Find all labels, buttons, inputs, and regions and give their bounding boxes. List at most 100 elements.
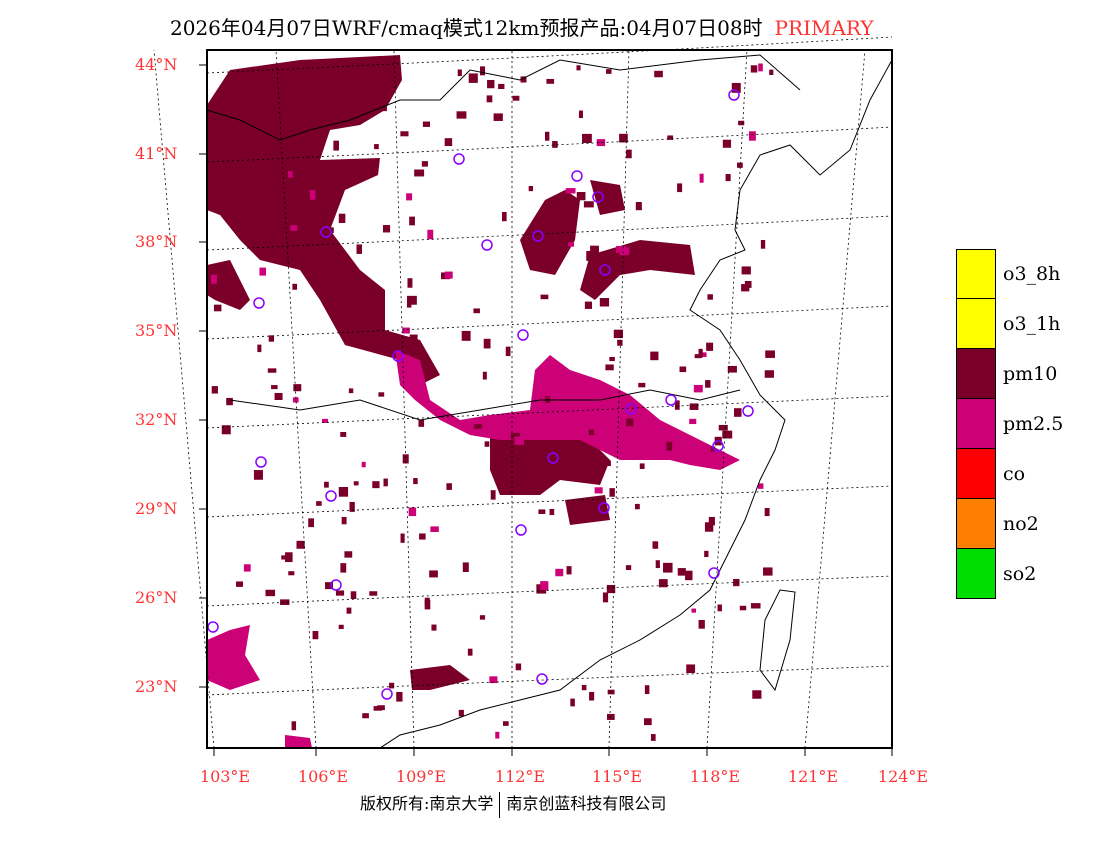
station-marker	[592, 191, 604, 203]
pollution-cell	[274, 392, 283, 400]
primary-tag: PRIMARY	[774, 16, 874, 40]
pollution-cell	[227, 211, 238, 216]
pollution-cell	[473, 424, 483, 429]
pollution-cell	[414, 169, 425, 177]
pm25-area	[395, 350, 740, 470]
legend-item-o3-8h: o3_8h	[956, 249, 1063, 299]
latitude-line	[206, 665, 893, 696]
pollution-cell	[596, 139, 606, 147]
pollution-cell	[444, 138, 453, 147]
lon-label: 109°E	[395, 767, 447, 786]
pm10-area	[207, 260, 250, 310]
pollution-cell	[402, 327, 410, 334]
pollution-cell	[350, 591, 357, 599]
pollution-cell	[757, 483, 764, 489]
pollution-cell	[267, 368, 277, 373]
pollution-cell	[677, 183, 683, 193]
pollution-cell	[725, 174, 731, 182]
legend-item-co: co	[956, 449, 1063, 499]
legend-swatch	[956, 399, 996, 449]
pollution-cell	[422, 121, 431, 127]
pollution-cell	[717, 604, 722, 612]
pollution-cell	[369, 591, 378, 596]
pollution-cell	[758, 63, 763, 72]
pollution-cell	[686, 664, 696, 674]
pollution-cell	[340, 563, 347, 573]
taiwan-outline	[759, 589, 796, 692]
pollution-cell	[752, 690, 762, 699]
pollution-cell	[276, 189, 283, 194]
pollution-cell	[409, 216, 415, 226]
pollution-cell	[290, 225, 298, 231]
pollution-cell	[765, 350, 775, 358]
pollution-cell	[335, 590, 345, 596]
pollution-cell	[666, 441, 673, 451]
pollution-cell	[682, 249, 687, 256]
pollution-cell	[296, 540, 305, 549]
pollution-cell	[456, 111, 467, 119]
pollution-cell	[293, 384, 302, 392]
pollution-cell	[498, 83, 505, 90]
pollution-cell	[308, 518, 315, 528]
pm10-area	[590, 180, 625, 215]
pollution-cell	[544, 131, 550, 141]
pollution-cell	[378, 392, 385, 397]
longitude-line	[393, 49, 415, 749]
pollution-cell	[262, 150, 267, 160]
station-marker	[481, 239, 493, 251]
legend-swatch	[956, 549, 996, 599]
pollution-cell	[482, 371, 487, 380]
station-marker	[515, 524, 527, 536]
legend-label: co	[1003, 463, 1026, 485]
pollution-cell	[734, 408, 742, 417]
pollution-cell	[292, 283, 298, 290]
pollution-cell	[341, 516, 347, 525]
pollution-cell	[486, 95, 493, 103]
pollution-cell	[348, 388, 354, 394]
pollution-cell	[309, 189, 316, 200]
coastline-path	[379, 59, 893, 749]
lon-label: 106°E	[297, 767, 349, 786]
pollution-cell	[291, 721, 297, 731]
pollution-cell	[652, 541, 659, 549]
coastline	[206, 54, 893, 749]
pollution-cell	[702, 352, 707, 357]
pollution-cell	[279, 70, 289, 75]
longitude-line	[706, 49, 748, 749]
pollution-cell	[605, 364, 614, 371]
pollution-cell	[570, 698, 575, 707]
pollution-cell	[461, 330, 471, 341]
pollution-cell	[655, 560, 660, 569]
station-marker	[536, 673, 548, 685]
pollution-cell	[704, 522, 714, 532]
pollution-cell	[299, 150, 309, 159]
pollution-cell	[654, 70, 663, 78]
pollution-cell	[760, 239, 766, 249]
pollution-cell	[718, 424, 728, 431]
pollution-cell	[495, 731, 500, 739]
pollution-cell	[625, 565, 632, 571]
pollution-cell	[373, 706, 383, 711]
pollution-cell	[722, 139, 732, 148]
pollution-cell	[546, 358, 553, 367]
pollution-cell	[710, 446, 716, 452]
pollution-cell	[626, 418, 634, 427]
pollution-cell	[609, 488, 615, 497]
pollution-cell	[312, 95, 322, 101]
pollution-cell	[338, 487, 349, 497]
pollution-cell	[300, 124, 308, 131]
pollution-cell	[322, 418, 328, 423]
pollution-cell	[689, 403, 699, 410]
pollution-cell	[698, 348, 703, 358]
city-stations	[207, 89, 754, 700]
legend-item-o3-1h: o3_1h	[956, 299, 1063, 349]
pollution-cell	[722, 430, 733, 439]
pollution-cell	[283, 183, 293, 193]
legend-item-pm10: pm10	[956, 349, 1063, 399]
pollution-cell	[528, 185, 534, 192]
pollution-cell	[699, 173, 704, 183]
pollution-cell	[446, 483, 452, 490]
station-marker	[665, 394, 677, 406]
pollution-cell	[626, 149, 632, 159]
pollution-cell	[694, 354, 702, 359]
